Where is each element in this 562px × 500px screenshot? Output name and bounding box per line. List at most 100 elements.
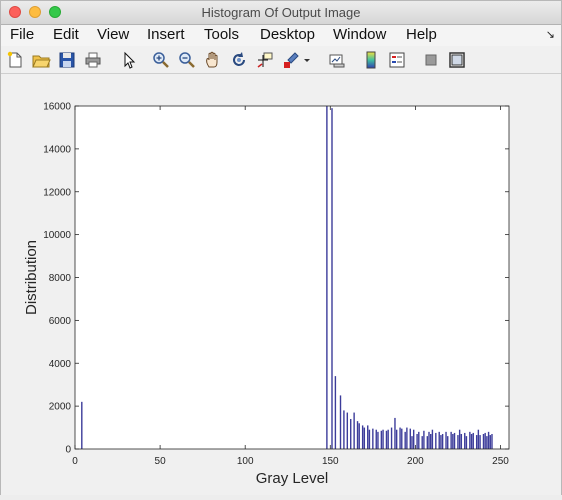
- close-window-button[interactable]: [9, 6, 21, 18]
- print-icon[interactable]: [83, 50, 103, 70]
- menu-insert[interactable]: Insert: [147, 26, 185, 43]
- y-tick-label: 2000: [49, 402, 72, 413]
- menu-edit[interactable]: Edit: [53, 26, 79, 43]
- histogram-bar: [487, 431, 490, 449]
- histogram-bar: [486, 436, 488, 449]
- histogram-bar: [412, 429, 415, 449]
- menu-file[interactable]: File: [10, 26, 35, 43]
- histogram-bar: [435, 432, 437, 449]
- histogram-bar: [361, 425, 364, 449]
- hide-plot-tools-icon[interactable]: [421, 50, 441, 70]
- colorbar-icon[interactable]: [361, 50, 381, 70]
- histogram-bar: [457, 435, 459, 449]
- title-bar[interactable]: Histogram Of Output Image: [1, 1, 561, 25]
- histogram-bar: [339, 395, 342, 449]
- histogram-bar: [331, 108, 333, 450]
- zoom-out-icon[interactable]: [177, 50, 197, 70]
- histogram-bar: [411, 436, 413, 449]
- histogram-bar: [450, 431, 452, 449]
- histogram-bar: [470, 433, 473, 449]
- brush-dropdown-icon[interactable]: [301, 50, 313, 70]
- x-tick-label: 250: [492, 456, 509, 467]
- histogram-bar: [377, 431, 379, 449]
- histogram-bar: [482, 433, 485, 449]
- histogram-bar: [452, 433, 454, 449]
- figure-area: 0 50 100 150 200 250 0 2000 4000 6000 8000 10000 120…: [1, 74, 561, 495]
- histogram-bar: [367, 425, 369, 449]
- menu-tools[interactable]: Tools: [204, 26, 240, 43]
- menu-view[interactable]: View: [97, 26, 130, 43]
- figure-toolbar: [1, 47, 561, 74]
- histogram-bar: [350, 418, 352, 449]
- zoom-in-icon[interactable]: [151, 50, 171, 70]
- histogram-bar: [421, 436, 423, 449]
- histogram-bar: [382, 429, 384, 449]
- rotate-3d-icon[interactable]: [229, 50, 249, 70]
- menu-help[interactable]: Help: [406, 26, 437, 43]
- histogram-bar: [477, 429, 480, 449]
- pan-icon[interactable]: [203, 50, 223, 70]
- legend-icon[interactable]: [387, 50, 407, 70]
- save-icon[interactable]: [57, 50, 77, 70]
- y-tick-label: 0: [65, 445, 71, 456]
- histogram-bar: [372, 428, 374, 449]
- x-axis-label: Gray Level: [256, 470, 329, 487]
- new-figure-icon[interactable]: [5, 50, 25, 70]
- data-cursor-icon[interactable]: [255, 50, 275, 70]
- histogram-bar: [465, 436, 468, 449]
- histogram-bar: [458, 429, 461, 449]
- histogram-bar: [390, 427, 393, 449]
- histogram-bar: [416, 433, 418, 449]
- y-tick-label: 8000: [49, 273, 72, 284]
- histogram-bar: [375, 429, 377, 449]
- histogram-bar: [475, 435, 478, 449]
- histogram-bar: [438, 431, 440, 449]
- pointer-icon[interactable]: [119, 50, 139, 70]
- histogram-bar: [453, 432, 456, 449]
- histogram-bar: [326, 106, 328, 449]
- histogram-bar: [353, 412, 355, 449]
- arrow-corner-icon[interactable]: ↘: [545, 29, 555, 41]
- menu-bar: File Edit View Insert Tools Desktop Wind…: [1, 25, 561, 46]
- histogram-bar: [406, 427, 408, 449]
- menu-window[interactable]: Window: [333, 26, 387, 43]
- histogram-bar: [334, 376, 337, 449]
- histogram-bar: [401, 428, 403, 449]
- histogram-bar: [484, 432, 486, 449]
- histogram-bars: [81, 106, 493, 450]
- menu-desktop[interactable]: Desktop: [260, 26, 316, 43]
- histogram-bar: [346, 412, 349, 449]
- plot-area[interactable]: [75, 106, 509, 449]
- histogram-bar: [441, 433, 444, 449]
- x-tick-label: 100: [237, 456, 254, 467]
- histogram-bar: [447, 436, 449, 449]
- histogram-bar: [479, 435, 481, 449]
- x-tick-label: 50: [155, 456, 167, 467]
- minimize-window-button[interactable]: [29, 6, 41, 18]
- y-tick-label: 6000: [49, 316, 72, 327]
- y-tick-label: 10000: [43, 230, 71, 241]
- histogram-bar: [363, 427, 366, 449]
- link-plot-icon[interactable]: [327, 50, 347, 70]
- histogram-bar: [404, 431, 406, 449]
- histogram-bar: [440, 435, 442, 449]
- zoom-window-button[interactable]: [49, 6, 61, 18]
- open-file-icon[interactable]: [31, 50, 51, 70]
- histogram-bar: [491, 433, 493, 449]
- brush-icon[interactable]: [281, 50, 301, 70]
- histogram-bar: [464, 432, 466, 449]
- histogram-bar: [423, 430, 425, 449]
- y-tick-label: 14000: [43, 144, 71, 155]
- histogram-bar: [395, 429, 398, 449]
- y-tick-label: 12000: [43, 187, 71, 198]
- y-tick-label: 4000: [49, 359, 72, 370]
- histogram-bar: [469, 431, 471, 449]
- x-tick-label: 200: [407, 456, 424, 467]
- show-plot-tools-icon[interactable]: [447, 50, 467, 70]
- histogram-chart[interactable]: 0 50 100 150 200 250 0 2000 4000 6000 8000 10000 120…: [1, 74, 561, 495]
- histogram-bar: [387, 429, 389, 449]
- histogram-bar: [368, 429, 371, 449]
- histogram-bar: [380, 430, 383, 449]
- x-tick-label: 0: [72, 456, 78, 467]
